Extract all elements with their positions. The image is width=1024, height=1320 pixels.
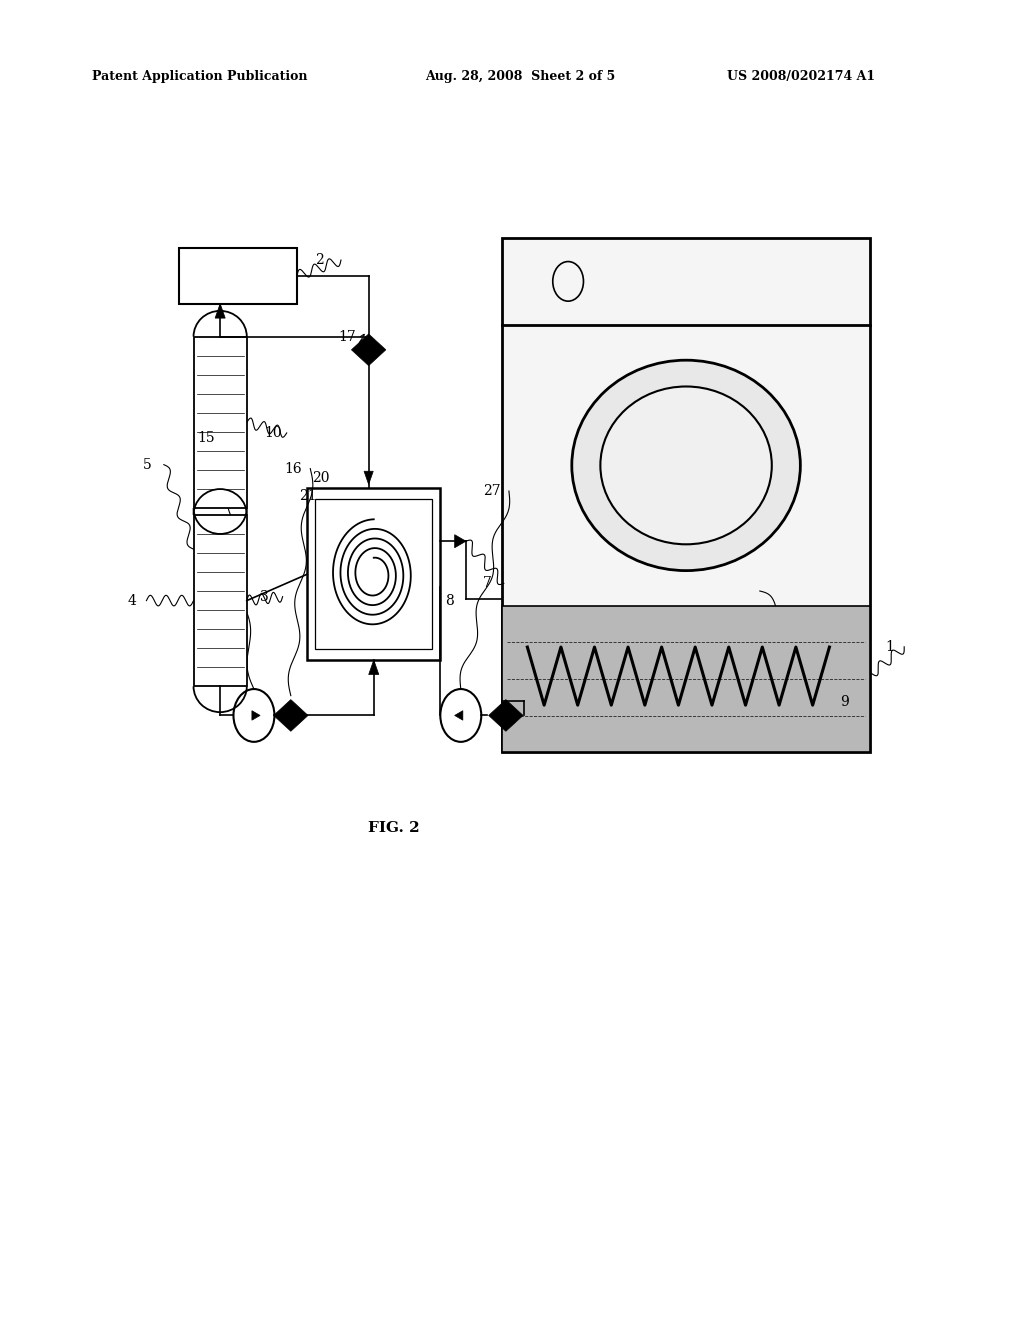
Polygon shape: [502, 238, 870, 752]
Polygon shape: [252, 710, 260, 721]
Polygon shape: [455, 535, 466, 548]
Text: 27: 27: [483, 484, 501, 498]
Text: Patent Application Publication: Patent Application Publication: [92, 70, 307, 83]
Ellipse shape: [600, 387, 772, 544]
Text: 1: 1: [886, 640, 895, 653]
Polygon shape: [502, 606, 870, 752]
Text: US 2008/0202174 A1: US 2008/0202174 A1: [727, 70, 876, 83]
Polygon shape: [215, 304, 225, 318]
Text: 7: 7: [483, 577, 493, 590]
Text: 15: 15: [198, 432, 215, 445]
Text: 10: 10: [264, 426, 282, 440]
Text: 16: 16: [285, 462, 302, 475]
Polygon shape: [455, 710, 463, 721]
Polygon shape: [365, 471, 373, 484]
Polygon shape: [351, 334, 386, 366]
Ellipse shape: [571, 360, 801, 570]
Polygon shape: [273, 700, 308, 731]
Text: 17: 17: [338, 330, 355, 343]
Polygon shape: [488, 700, 523, 731]
Text: 21: 21: [299, 490, 316, 503]
Text: 3: 3: [260, 590, 269, 603]
Text: FIG. 2: FIG. 2: [369, 821, 420, 834]
Text: 9: 9: [840, 696, 849, 709]
Text: 5: 5: [143, 458, 153, 471]
Text: Aug. 28, 2008  Sheet 2 of 5: Aug. 28, 2008 Sheet 2 of 5: [425, 70, 615, 83]
Text: 2: 2: [315, 253, 325, 267]
Polygon shape: [194, 515, 247, 686]
Text: 20: 20: [312, 471, 330, 484]
Text: 4: 4: [128, 594, 137, 607]
Polygon shape: [369, 660, 379, 675]
Text: 8: 8: [445, 594, 455, 607]
Polygon shape: [194, 337, 247, 508]
